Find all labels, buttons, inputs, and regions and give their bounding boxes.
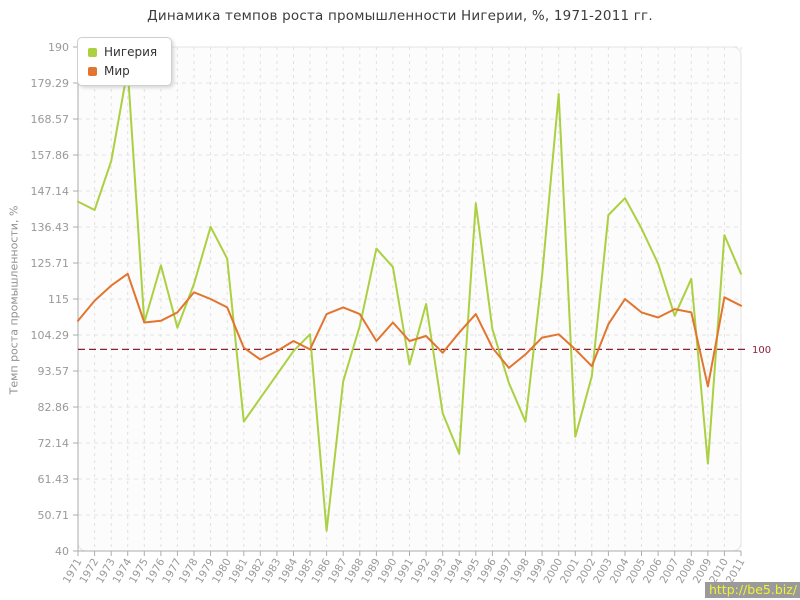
svg-text:190: 190 [48, 41, 69, 54]
series-line-world [77, 272, 742, 388]
svg-text:168.57: 168.57 [31, 113, 70, 126]
svg-text:136.43: 136.43 [31, 221, 70, 234]
svg-text:104.29: 104.29 [31, 329, 70, 342]
svg-text:179.29: 179.29 [31, 77, 70, 90]
legend-item-nigeria: Нигерия [88, 45, 157, 59]
world-series-swatch-icon [88, 66, 97, 76]
svg-text:50.71: 50.71 [38, 509, 70, 522]
svg-text:72.14: 72.14 [38, 437, 70, 450]
chart-title: Динамика темпов роста промышленности Ниг… [147, 8, 653, 24]
y-grid-and-labels: 40 50.71 61.43 72.14 82.86 93.57 104.29 115 125.… [31, 41, 741, 558]
legend-item-world: Мир [88, 64, 157, 78]
reference-line-label: 100 [752, 345, 771, 356]
svg-text:40: 40 [55, 545, 69, 558]
svg-text:147.14: 147.14 [31, 185, 70, 198]
svg-text:115: 115 [48, 293, 69, 306]
svg-text:93.57: 93.57 [38, 365, 70, 378]
svg-text:61.43: 61.43 [38, 473, 70, 486]
legend-label-world: Мир [104, 64, 130, 78]
svg-text:125.71: 125.71 [31, 257, 70, 270]
legend-label-nigeria: Нигерия [104, 45, 158, 59]
nigeria-series-swatch-icon [88, 47, 97, 57]
svg-text:157.86: 157.86 [31, 149, 70, 162]
legend: Нигерия Мир [77, 37, 173, 86]
svg-text:82.86: 82.86 [38, 401, 70, 414]
watermark-link[interactable]: http://be5.biz/ [704, 582, 800, 598]
